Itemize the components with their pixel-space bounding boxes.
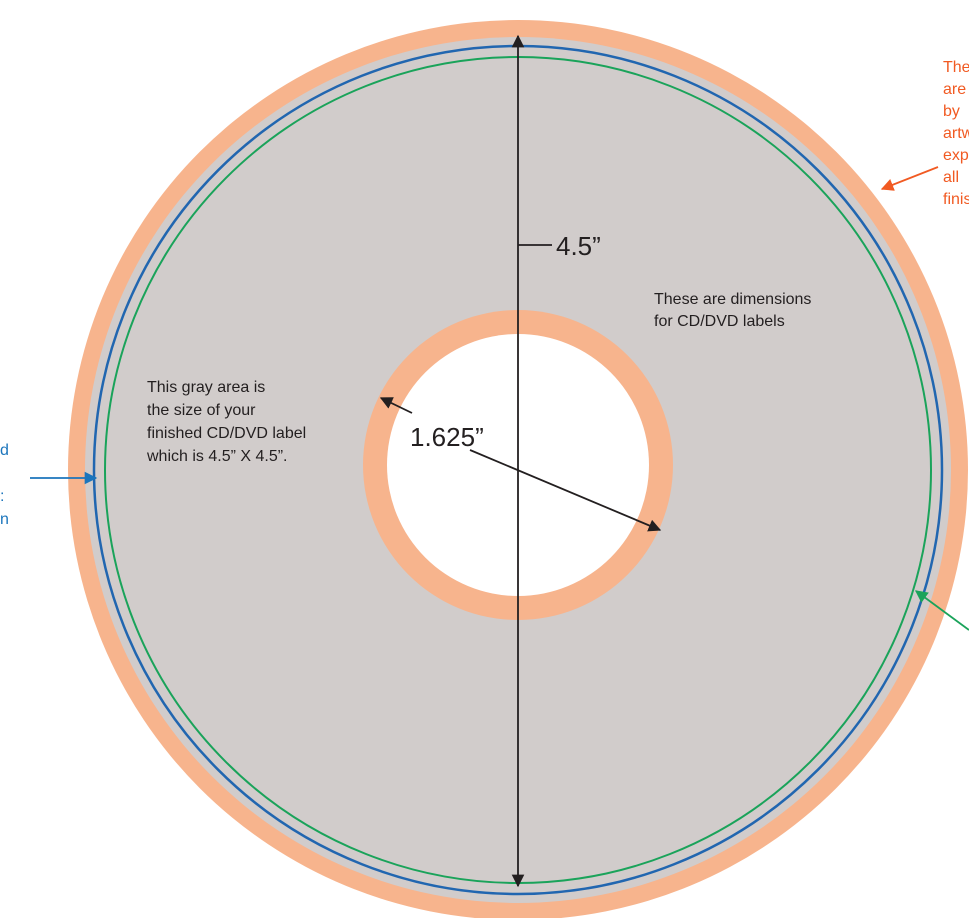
gray-area-note: This gray area is the size of your finis… [146,379,311,465]
gray-area-note-line: which is 4.5” X 4.5”. [146,448,288,465]
safe-line-arrow [914,590,969,631]
gray-area-note-line: the size of your [147,402,256,419]
dimensions-note-line: These are dimensions [654,291,811,308]
bleed-note-line: The [943,59,969,76]
hole-diameter-label: 1.625” [410,422,484,452]
left-note: d : n [0,442,13,528]
bleed-note-line: by [943,103,960,120]
gray-area-note-line: This gray area is [147,379,265,396]
hole-dimension-line-upper [379,397,413,414]
bleed-note-arrow [880,166,939,191]
bleed-note-line: all [943,169,959,186]
left-note-line: : [0,488,4,505]
left-note-line: d [0,442,9,459]
bleed-note-line: artw [943,125,969,142]
dimensions-note-line: for CD/DVD labels [654,313,785,330]
gray-area-note-line: finished CD/DVD label [147,425,306,442]
diameter-label: 4.5” [556,231,601,261]
bleed-note-line: are [943,81,966,98]
dimensions-note: These are dimensions for CD/DVD labels [654,291,816,330]
bleed-note: The are by artw exp all finis [943,59,969,208]
bleed-note-line: finis [943,191,969,208]
hole-dimension-line-lower [469,449,662,532]
bleed-note-line: exp [943,147,969,164]
left-note-line: n [0,511,9,528]
